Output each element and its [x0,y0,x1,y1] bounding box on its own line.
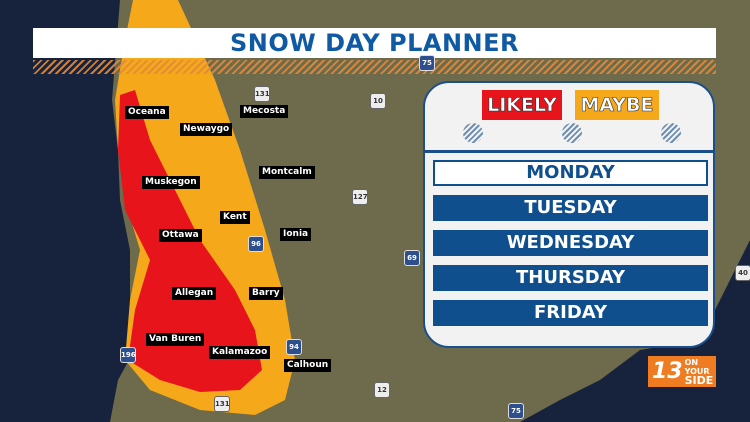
highway-shield: 131 [254,86,270,102]
logo-number: 13 [652,359,683,384]
highway-shield: 94 [286,339,302,355]
county-label: Muskegon [142,176,200,189]
planner-panel: LIKELY MAYBE MONDAY TUESDAY WEDNESDAY TH… [423,81,715,348]
day-wednesday[interactable]: WEDNESDAY [433,230,708,256]
title-banner: SNOW DAY PLANNER [33,28,716,58]
divider [425,150,713,153]
county-label: Oceana [125,106,169,119]
hatch-icon [562,123,582,143]
county-label: Calhoun [284,359,332,372]
highway-shield: 75 [419,55,435,71]
day-thursday[interactable]: THURSDAY [433,265,708,291]
highway-shield: 40 [735,265,750,281]
decorative-stripe [33,60,716,74]
logo-tagline-1: ON YOUR [684,357,710,376]
day-tuesday[interactable]: TUESDAY [433,195,708,221]
highway-shield: 131 [214,396,230,412]
county-label: Kalamazoo [209,346,271,359]
highway-shield: 196 [120,347,136,363]
county-label: Allegan [172,287,217,300]
county-label: Van Buren [146,333,205,346]
station-logo: 13 ON YOUR SIDE [648,356,716,387]
county-label: Ionia [280,228,312,241]
county-label: Montcalm [259,166,315,179]
county-label: Mecosta [240,105,289,118]
highway-shield: 69 [404,250,420,266]
day-friday[interactable]: FRIDAY [433,300,708,326]
day-monday[interactable]: MONDAY [433,160,708,186]
logo-tagline: ON YOUR SIDE [685,358,716,386]
county-label: Kent [220,211,250,224]
logo-tagline-2: SIDE [684,373,714,387]
county-label: Newaygo [180,123,233,136]
page-title: SNOW DAY PLANNER [229,29,520,57]
county-label: Barry [249,287,283,300]
highway-shield: 96 [248,236,264,252]
legend-maybe: MAYBE [575,90,659,120]
highway-shield: 10 [370,93,386,109]
highway-shield: 12 [374,382,390,398]
highway-shield: 75 [508,403,524,419]
county-label: Ottawa [159,229,202,242]
hatch-icon [463,123,483,143]
legend-likely: LIKELY [482,90,562,120]
hatch-icon [661,123,681,143]
highway-shield: 127 [352,189,368,205]
